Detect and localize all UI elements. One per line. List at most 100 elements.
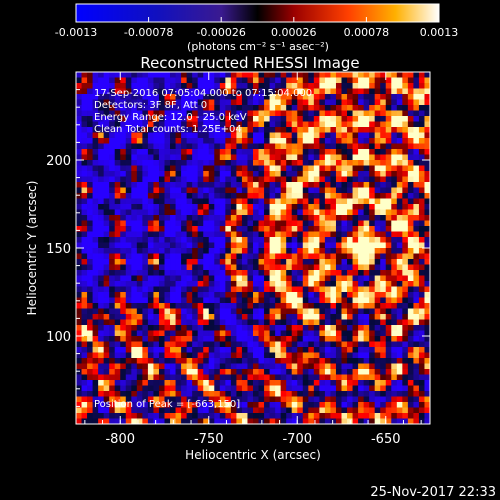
heatmap-cell (369, 83, 376, 89)
heatmap-cell (264, 407, 270, 414)
heatmap-cell (396, 182, 403, 188)
heatmap-cell (214, 116, 221, 122)
heatmap-cell (153, 160, 160, 166)
heatmap-cell (219, 88, 226, 95)
heatmap-cell (230, 286, 237, 293)
heatmap-cell (391, 369, 398, 375)
heatmap-cell (164, 99, 171, 106)
heatmap-cell (352, 165, 359, 172)
heatmap-cell (264, 110, 270, 117)
heatmap-cell (380, 352, 387, 359)
heatmap-cell (418, 275, 425, 282)
heatmap-cell (330, 369, 337, 375)
heatmap-cell (114, 143, 121, 150)
heatmap-cell (396, 237, 403, 243)
heatmap-cell (391, 264, 398, 271)
heatmap-cell (352, 314, 359, 320)
heatmap-cell (236, 121, 243, 128)
heatmap-cell (219, 413, 226, 419)
heatmap-cell (158, 391, 165, 397)
heatmap-cell (374, 385, 381, 392)
heatmap-cell (181, 154, 188, 161)
heatmap-cell (319, 149, 326, 155)
heatmap-cell (197, 358, 204, 364)
heatmap-cell (158, 143, 165, 150)
heatmap-cell (109, 198, 116, 205)
heatmap-cell (413, 105, 420, 111)
heatmap-cell (369, 303, 376, 309)
heatmap-cell (236, 363, 243, 370)
heatmap-cell (247, 116, 254, 122)
heatmap-cell (402, 418, 409, 424)
heatmap-cell (335, 292, 342, 298)
heatmap-cell (319, 83, 326, 89)
heatmap-cell (230, 138, 237, 144)
heatmap-cell (352, 374, 359, 381)
heatmap-cell (125, 341, 132, 348)
heatmap-cell (291, 182, 298, 188)
heatmap-cell (214, 77, 221, 84)
heatmap-cell (241, 237, 248, 243)
heatmap-cell (297, 215, 304, 221)
heatmap-cell (136, 83, 143, 89)
heatmap-cell (114, 396, 121, 403)
colorbar-tick-label: 0.0013 (420, 26, 459, 39)
heatmap-cell (341, 220, 348, 227)
heatmap-cell (214, 99, 221, 106)
heatmap-cell (136, 413, 143, 419)
heatmap-cell (76, 88, 82, 95)
heatmap-cell (352, 281, 359, 287)
heatmap-cell (330, 336, 337, 342)
heatmap-cell (120, 264, 127, 271)
heatmap-cell (247, 330, 254, 337)
heatmap-cell (175, 242, 182, 249)
heatmap-cell (297, 209, 304, 216)
heatmap-cell (98, 402, 105, 408)
heatmap-cell (324, 281, 331, 287)
heatmap-cell (164, 396, 171, 403)
heatmap-cell (291, 352, 298, 359)
heatmap-cell (396, 380, 403, 386)
heatmap-cell (291, 138, 298, 144)
heatmap-cell (380, 231, 387, 238)
heatmap-cell (203, 83, 210, 89)
heatmap-cell (186, 374, 193, 381)
heatmap-cell (203, 160, 210, 166)
heatmap-cell (319, 374, 326, 381)
heatmap-cell (358, 391, 365, 397)
heatmap-cell (341, 143, 348, 150)
heatmap-cell (391, 380, 398, 386)
heatmap-cell (247, 380, 254, 386)
heatmap-cell (87, 369, 93, 375)
heatmap-cell (92, 391, 99, 397)
heatmap-cell (258, 99, 265, 106)
heatmap-cell (109, 127, 116, 133)
heatmap-cell (396, 407, 403, 414)
heatmap-cell (369, 94, 376, 100)
heatmap-cell (380, 275, 387, 282)
heatmap-cell (264, 165, 270, 172)
heatmap-cell (203, 121, 210, 128)
heatmap-cell (280, 231, 287, 238)
heatmap-cell (186, 297, 193, 304)
heatmap-cell (203, 94, 210, 100)
heatmap-cell (76, 270, 82, 276)
heatmap-cell (308, 116, 315, 122)
heatmap-cell (153, 314, 160, 320)
heatmap-cell (319, 160, 326, 166)
heatmap-cell (297, 259, 304, 265)
heatmap-cell (142, 193, 149, 199)
heatmap-cell (418, 72, 425, 78)
heatmap-cell (369, 176, 376, 183)
heatmap-cell (402, 292, 409, 298)
heatmap-cell (81, 281, 88, 287)
heatmap-cell (158, 220, 165, 227)
heatmap-cell (142, 187, 149, 194)
heatmap-cell (341, 160, 348, 166)
heatmap-cell (142, 319, 149, 326)
heatmap-cell (241, 314, 248, 320)
heatmap-cell (247, 352, 254, 359)
heatmap-cell (269, 110, 276, 117)
heatmap-cell (208, 369, 215, 375)
heatmap-cell (424, 88, 430, 95)
